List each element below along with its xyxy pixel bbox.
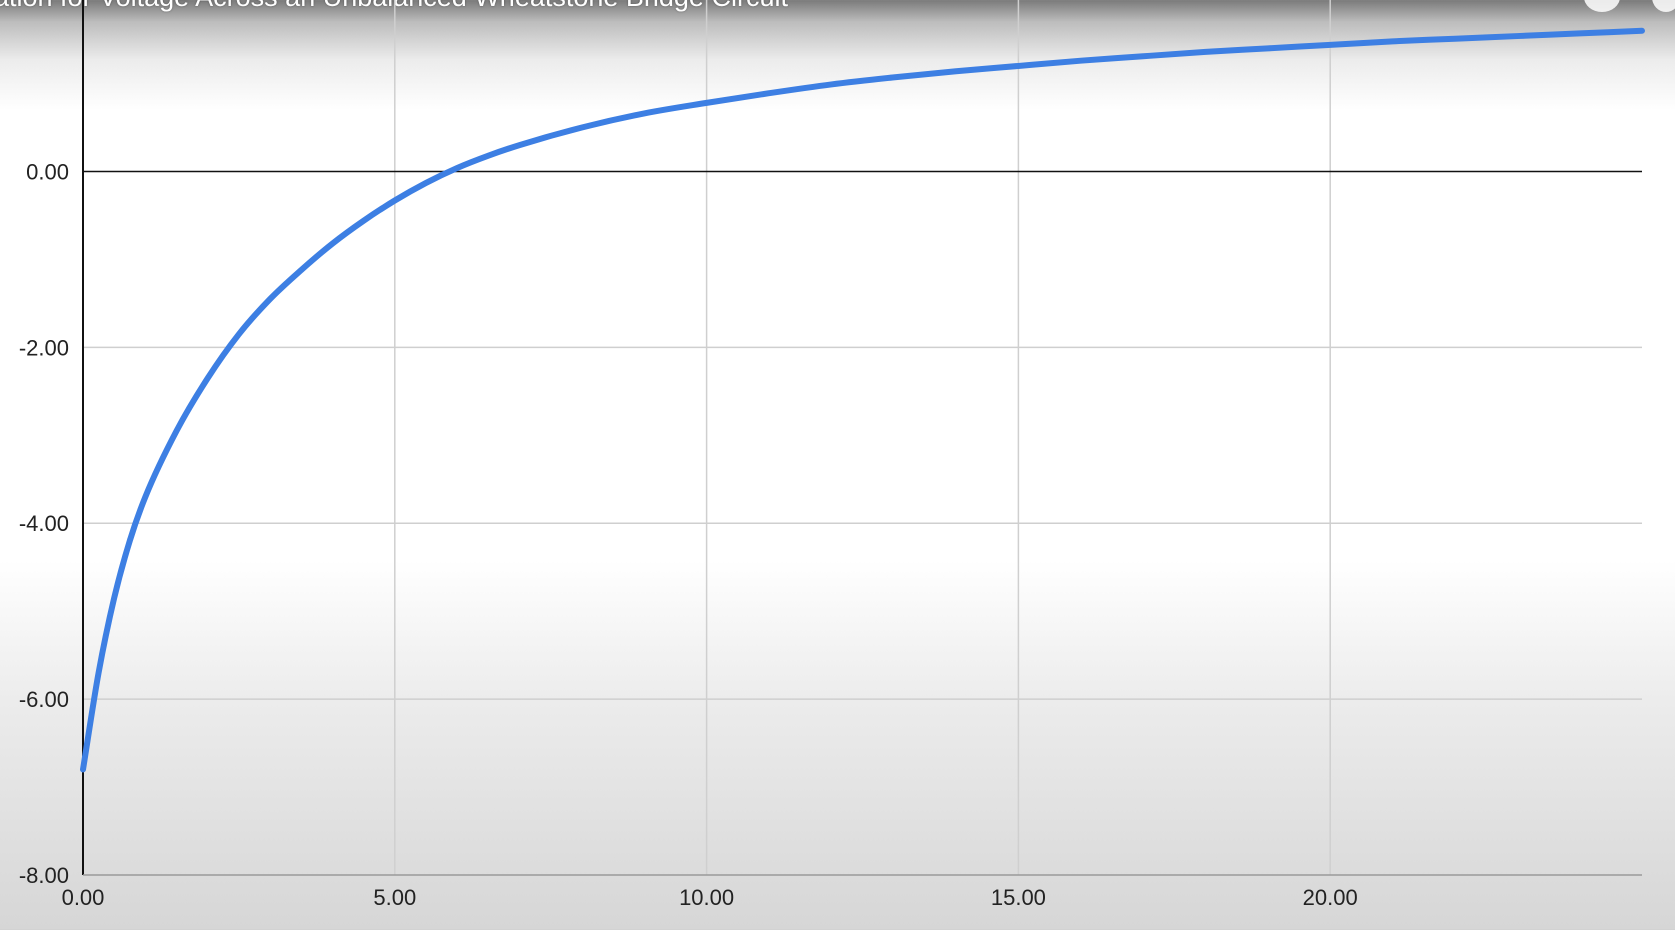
share-icon[interactable] (1652, 0, 1675, 12)
series-layer (80, 27, 1645, 773)
axes (82, 0, 1642, 876)
y-tick-label: -8.00 (19, 863, 69, 888)
x-tick-label: 10.00 (679, 885, 734, 910)
tick-labels: 0.00 5.00 10.00 15.00 20.00 0.00 -2.00 -4.00 -6.… (19, 159, 1358, 910)
x-tick-label: 15.00 (991, 885, 1046, 910)
video-title: ation for Voltage Across an Unbalanced W… (0, 0, 788, 13)
x-tick-label: 5.00 (373, 885, 416, 910)
x-tick-label: 20.00 (1303, 885, 1358, 910)
y-tick-label: -4.00 (19, 511, 69, 536)
y-tick-label: -6.00 (19, 687, 69, 712)
y-tick-label: -2.00 (19, 335, 69, 360)
y-tick-label: 0.00 (26, 159, 69, 184)
series-line (80, 27, 1645, 773)
x-tick-label: 0.00 (62, 885, 105, 910)
watch-later-icon[interactable] (1584, 0, 1620, 12)
grid (83, 0, 1642, 875)
